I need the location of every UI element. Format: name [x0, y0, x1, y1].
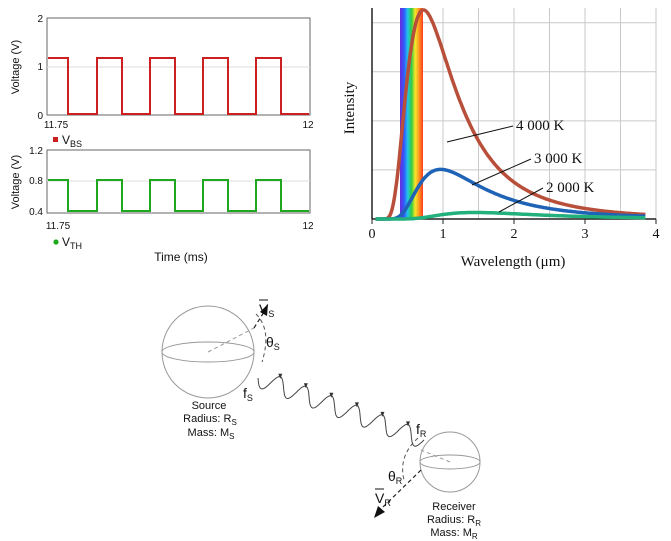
visible-spectrum-band: [400, 8, 423, 219]
curve-4000k: [375, 8, 646, 221]
blackbody-xtick-label: 2: [511, 227, 518, 242]
vth-legend-label: VTH: [62, 235, 82, 251]
source-mass: Mass: MS: [188, 427, 235, 441]
source-velocity-arrow: [253, 304, 268, 329]
vs-label: VS: [259, 301, 274, 319]
scope-top-xend: 12: [302, 120, 314, 131]
blackbody-xtick-label: 3: [582, 227, 589, 242]
vth-legend-marker: [53, 239, 59, 245]
label-pointer-4000k: [446, 125, 514, 143]
scope-bottom-ytick-0-4: 0.4: [29, 207, 43, 218]
fs-label: fS: [243, 385, 253, 403]
scope-top-ylabel: Voltage (V): [10, 40, 22, 94]
wave-direction-arrow: [354, 402, 359, 408]
blackbody-xlabel: Wavelength (μm): [461, 254, 566, 270]
wave-direction-arrow: [405, 421, 410, 427]
scope-bottom-ytick-1-2: 1.2: [29, 146, 43, 157]
receiver-velocity-arrow: [374, 469, 422, 518]
vbs-trace: [48, 57, 309, 115]
vr-label: VR: [375, 490, 391, 508]
receiver-sphere: [419, 431, 481, 493]
scope-xlabel: Time (ms): [154, 250, 208, 264]
blackbody-xtick-label: 0: [369, 227, 376, 242]
vth-trace: [48, 179, 309, 212]
scope-top-ytick-1: 1: [37, 62, 43, 73]
theta-r-label: θR: [388, 468, 403, 486]
scope-top-xstart: 11.75: [44, 120, 69, 131]
source-sphere: [161, 305, 255, 399]
label-pointer-2000k: [498, 187, 544, 213]
wave-direction-arrow: [329, 392, 334, 398]
source-name: Source: [192, 400, 227, 412]
wave-direction-arrow: [303, 383, 308, 389]
label-4000k: 4 000 K: [516, 118, 565, 134]
label-pointer-3000k: [471, 158, 532, 186]
scope-top-ytick-2: 2: [37, 14, 43, 25]
signal-wave: [257, 376, 425, 447]
vbs-legend-marker: [53, 137, 58, 142]
scope-bottom-xstart: 11.75: [46, 221, 71, 232]
blackbody-xtick-label: 4: [653, 227, 660, 242]
theta-s-arc: [255, 313, 267, 363]
label-3000k: 3 000 K: [534, 151, 583, 167]
scope-bottom-xend: 12: [302, 221, 314, 232]
scope-bottom-ylabel: Voltage (V): [10, 155, 22, 209]
scope-top-ytick-0: 0: [37, 111, 43, 122]
doppler-diagram: VS θS fS Source Radius: RS Mass: MS fR θ…: [161, 299, 481, 541]
receiver-name: Receiver: [432, 501, 476, 513]
theta-r-arc: [402, 437, 419, 481]
source-radius: Radius: RS: [183, 413, 237, 427]
wave-direction-marks: [278, 373, 410, 427]
receiver-mass: Mass: MR: [430, 527, 478, 541]
theta-s-label: θS: [266, 334, 280, 352]
curve-3000k: [375, 167, 646, 221]
blackbody-ylabel: Intensity: [342, 81, 358, 134]
fr-label: fR: [416, 421, 427, 439]
scope-bottom-ytick-0-8: 0.8: [29, 176, 43, 187]
blackbody-xtick-label: 1: [440, 227, 447, 242]
vbs-legend-label: VBS: [62, 133, 82, 149]
wave-direction-arrow: [380, 411, 385, 417]
wave-direction-arrow: [278, 373, 283, 379]
curve-2000k: [375, 210, 646, 221]
receiver-radius: Radius: RR: [427, 514, 481, 528]
label-2000k: 2 000 K: [546, 180, 595, 196]
scope-panel: 2 1 0 11.75 12 Voltage (V) VBS 1.2 0.8 0…: [10, 14, 314, 264]
